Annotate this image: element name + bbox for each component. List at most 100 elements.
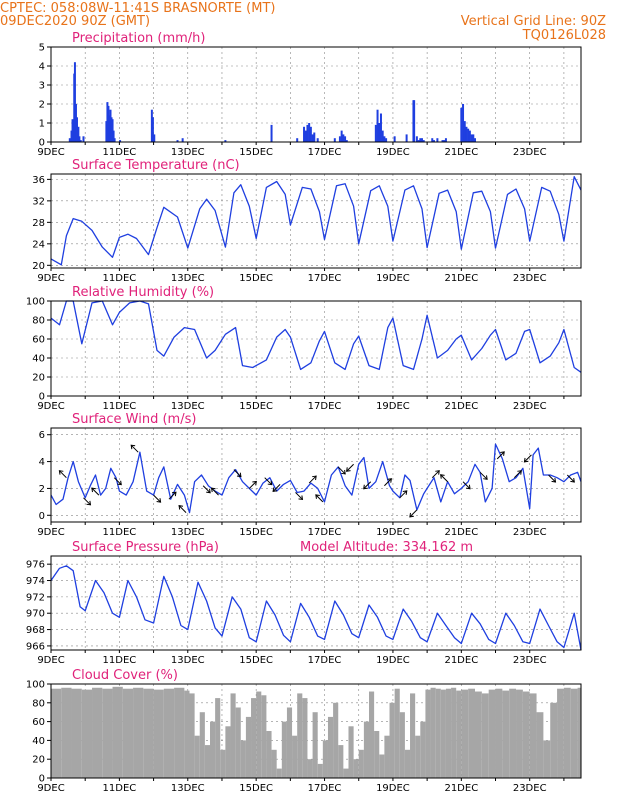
panel-rh: 0 20 40 60 80 100 9DEC 11DEC 13DEC 15DEC 17DEC 19DE…	[26, 285, 582, 412]
y-tick-label: 976	[26, 560, 45, 571]
precip-bar	[422, 140, 425, 142]
cloud-bar	[430, 687, 436, 778]
wind-arrowhead	[570, 477, 575, 483]
precip-bar	[383, 136, 386, 142]
cloud-bar	[399, 712, 405, 778]
y-tick-label: 80	[32, 316, 45, 327]
panels-group: 0 1 2 3 4 5 9DEC 11DEC 13DEC 15DEC 17DEC 19DEC 21DEC…	[26, 31, 582, 794]
cloud-bar	[312, 712, 318, 778]
y-tick-label: 60	[32, 335, 45, 346]
wind-arrow	[384, 478, 392, 487]
y-tick-label: 100	[26, 297, 45, 308]
wind-arrowhead	[210, 487, 216, 493]
precip-bar	[474, 138, 476, 142]
precip-bar	[443, 140, 446, 142]
wind-arrow	[178, 505, 187, 513]
cloud-bar	[475, 691, 482, 778]
y-tick-label: 974	[26, 576, 45, 587]
wind-arrow	[168, 491, 177, 500]
precip-bar	[270, 124, 273, 142]
precip-bar	[463, 121, 466, 142]
precip-bar	[75, 117, 78, 142]
cloud-bar	[194, 735, 200, 778]
wind-arrow	[524, 454, 532, 463]
x-tick-label: 17DEC	[308, 655, 342, 666]
cloud-bar	[163, 688, 175, 778]
precip-bar	[333, 138, 336, 142]
x-tick-label: 15DEC	[239, 655, 273, 666]
precip-bar	[313, 132, 316, 142]
wind-arrowhead	[91, 487, 96, 493]
cloud-bar	[389, 702, 395, 778]
cloud-bar	[338, 745, 344, 778]
x-tick-label: 13DEC	[171, 527, 205, 538]
wind-series-line	[50, 443, 582, 514]
wind-arrow	[264, 477, 273, 486]
cloud-bar	[456, 690, 462, 778]
x-tick-label: 11DEC	[103, 273, 137, 284]
y-tick-label: 60	[32, 717, 45, 728]
wind-arrowhead	[440, 474, 445, 479]
cloud-bar	[570, 688, 578, 778]
y-tick-label: 3	[39, 81, 45, 92]
x-tick-label: 9DEC	[37, 273, 64, 284]
x-tick-label: 13DEC	[171, 273, 205, 284]
y-tick-label: 20	[32, 755, 45, 766]
wind-arrow	[202, 485, 211, 494]
y-tick-label: 1	[39, 119, 45, 130]
precip-bar	[107, 105, 110, 142]
wind-arrowhead	[117, 480, 122, 486]
x-tick-label: 11DEC	[103, 655, 137, 666]
pressure-series-line	[50, 565, 582, 651]
cloud-bar	[415, 735, 421, 778]
y-tick-label: 100	[26, 680, 45, 691]
cloud-bar	[286, 707, 293, 778]
y-tick-label: 0	[39, 392, 45, 403]
wind-arrow	[496, 451, 505, 460]
cloud-bar	[577, 687, 581, 778]
wind-arrow	[91, 487, 100, 496]
cloud-bar	[481, 693, 489, 778]
precip-bar	[432, 140, 435, 142]
cloud-bar	[61, 687, 72, 778]
wind-arrow	[479, 471, 488, 480]
rh-series-line	[50, 300, 582, 373]
panel-frame	[50, 427, 582, 523]
wind-arrow	[153, 494, 161, 503]
precip-bar	[342, 134, 345, 142]
precip-bar	[436, 138, 439, 142]
cloud-bar	[71, 688, 82, 778]
rh-title: Relative Humidity (%)	[72, 285, 214, 300]
y-tick-label: 968	[26, 625, 45, 636]
cloud-bar	[461, 689, 469, 778]
precip-bar	[374, 124, 377, 142]
cloud-bar	[297, 693, 303, 778]
wind-arrowhead	[409, 512, 414, 518]
cloud-bar	[536, 712, 544, 778]
cloud-bar	[112, 686, 123, 778]
precip-bar	[340, 130, 343, 142]
x-tick-label: 11DEC	[103, 147, 137, 158]
precip-bar	[444, 138, 447, 142]
y-tick-label: 6	[39, 430, 45, 441]
wind-arrowhead	[387, 478, 392, 483]
cloud-bar	[563, 687, 571, 778]
precip-bar	[309, 126, 312, 142]
precip-bar	[376, 109, 379, 142]
cloud-bar	[363, 721, 369, 778]
wind-arrow	[315, 494, 324, 503]
x-tick-label: 19DEC	[376, 783, 410, 794]
panel-frame	[50, 555, 582, 651]
cloud-bar	[235, 707, 241, 778]
cloud-bar	[302, 698, 308, 778]
y-tick-label: 0	[39, 511, 45, 522]
precip-bar	[311, 134, 314, 142]
y-tick-label: 40	[32, 354, 45, 365]
cloud-bar	[557, 688, 564, 778]
y-tick-label: 970	[26, 609, 45, 620]
x-tick-label: 17DEC	[308, 401, 342, 412]
cloud-bar	[425, 689, 431, 778]
x-tick-label: 23DEC	[513, 655, 547, 666]
precip-bar	[68, 138, 71, 142]
wind-arrowhead	[267, 480, 273, 486]
